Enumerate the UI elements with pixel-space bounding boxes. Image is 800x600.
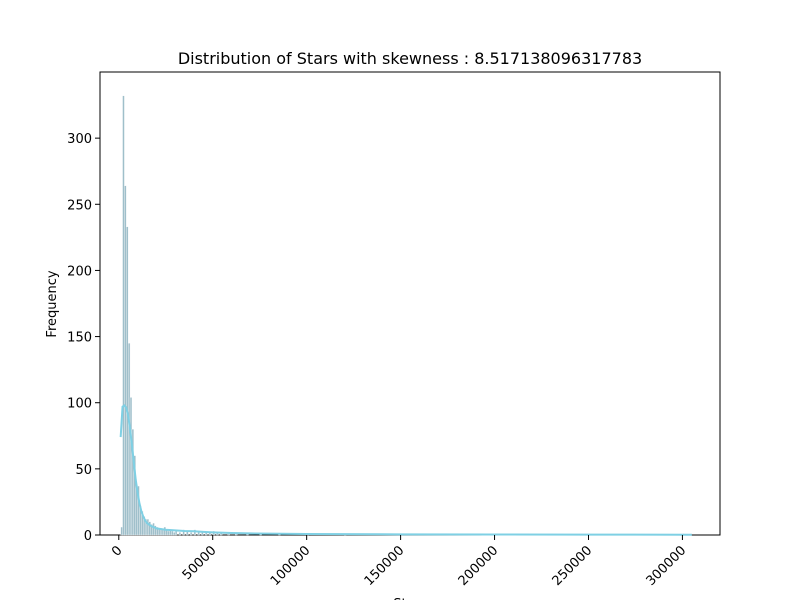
- histogram-bar: [126, 227, 128, 535]
- x-axis-ticks: 0 50000 100000 150000 200000 250000 300000: [109, 535, 689, 589]
- histogram-bar: [130, 397, 132, 535]
- x-tick-label: 0: [109, 543, 125, 559]
- histogram-bar: [128, 343, 130, 535]
- y-tick-label: 0: [84, 529, 92, 544]
- x-tick-label: 50000: [180, 543, 220, 583]
- histogram-bar: [173, 532, 175, 535]
- histogram-bar: [164, 527, 166, 535]
- y-tick-label: 250: [67, 198, 92, 213]
- histogram-bar: [168, 531, 170, 535]
- histogram-bar: [162, 530, 164, 535]
- chart-title: Distribution of Stars with skewness : 8.…: [178, 49, 642, 68]
- y-tick-label: 150: [67, 331, 92, 346]
- histogram-bar: [179, 532, 181, 535]
- y-axis-ticks: 0 50 100 150 200 250 300: [67, 132, 100, 544]
- x-tick-label: 150000: [362, 543, 408, 589]
- histogram-bar: [175, 531, 177, 535]
- histogram-bar: [171, 531, 173, 535]
- y-tick-label: 50: [75, 463, 92, 478]
- y-tick-label: 200: [67, 264, 92, 279]
- histogram-bars: [121, 96, 685, 535]
- histogram-bar: [124, 186, 126, 535]
- plot-frame: [100, 72, 720, 535]
- x-tick-label: 100000: [268, 543, 314, 589]
- histogram-bar: [123, 96, 125, 535]
- y-tick-label: 300: [67, 132, 92, 147]
- y-axis-label: Frequency: [45, 270, 60, 337]
- kde-line: [121, 405, 692, 534]
- histogram-bar: [153, 523, 155, 535]
- y-tick-label: 100: [67, 397, 92, 412]
- histogram-bar: [190, 532, 192, 535]
- x-tick-label: 250000: [550, 543, 596, 589]
- histogram-bar: [147, 519, 149, 535]
- histogram-bar: [121, 527, 123, 535]
- x-tick-label: 300000: [644, 543, 690, 589]
- x-tick-label: 200000: [456, 543, 502, 589]
